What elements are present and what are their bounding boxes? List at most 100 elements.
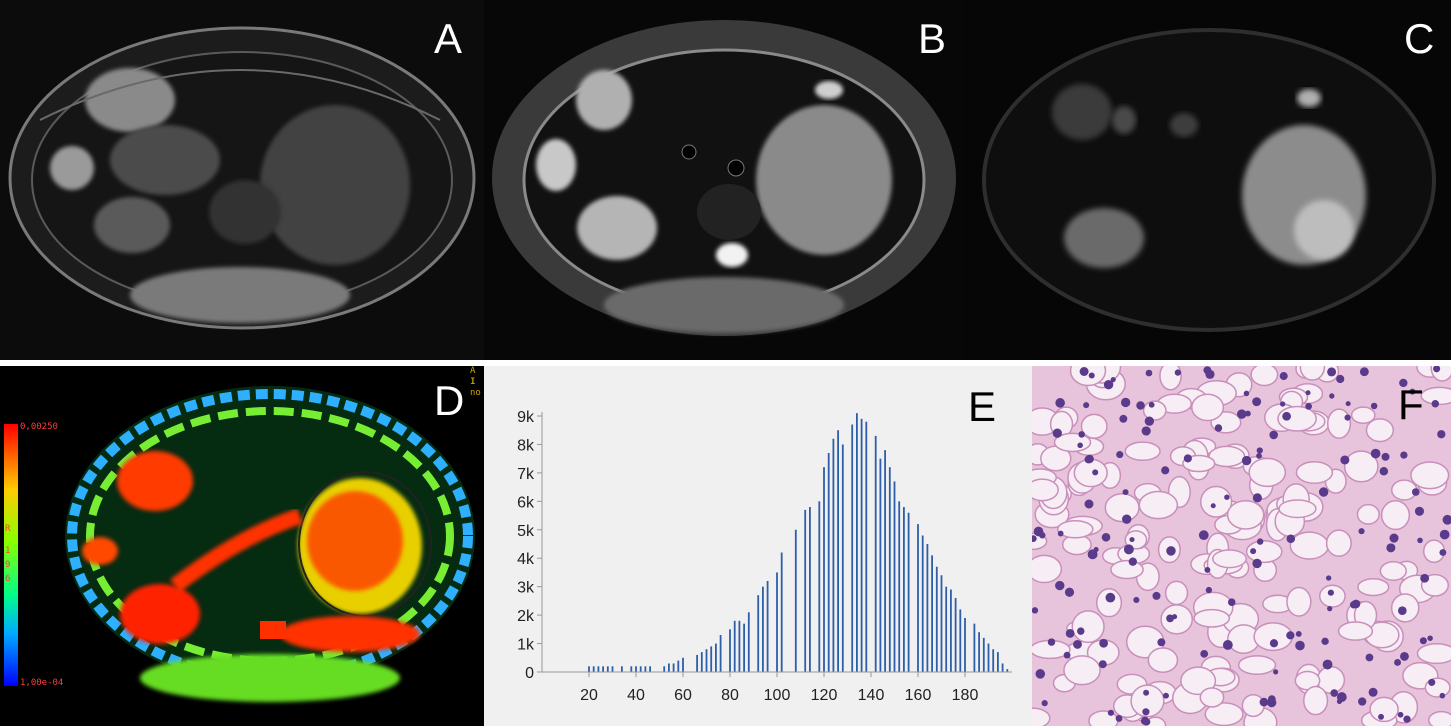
cell-cytoplasm — [1380, 500, 1411, 531]
histogram-bar — [602, 666, 604, 672]
cell-nucleus — [1157, 638, 1166, 647]
panel-label-f: F — [1398, 381, 1424, 428]
cell-nucleus — [1437, 430, 1446, 439]
panel-a-mri-t1: A — [0, 0, 484, 360]
cell-nucleus — [1344, 414, 1351, 421]
cell-nucleus — [1420, 573, 1430, 583]
cell-nucleus — [1244, 410, 1251, 417]
cell-nucleus — [1122, 489, 1129, 496]
cell-cytoplasm — [1245, 540, 1283, 564]
cell-cytoplasm — [1325, 529, 1352, 557]
cell-nucleus — [1116, 451, 1124, 459]
cell-cytoplasm — [1080, 413, 1108, 439]
cell-nucleus — [1398, 606, 1407, 616]
cell-nucleus — [1427, 635, 1433, 641]
cell-nucleus — [1252, 397, 1262, 407]
cell-nucleus — [1411, 488, 1420, 496]
cell-cytoplasm — [1147, 647, 1179, 673]
cell-cytoplasm — [1343, 450, 1379, 483]
cell-nucleus — [1128, 557, 1138, 566]
cell-nucleus — [1327, 589, 1334, 596]
y-tick-label: 5k — [517, 523, 535, 540]
y-tick-label: 7k — [517, 466, 535, 483]
histogram-bar — [804, 509, 807, 672]
histogram-bar — [865, 421, 868, 672]
cell-cytoplasm — [1286, 586, 1312, 617]
histogram-bar — [738, 620, 741, 672]
histogram-bar — [987, 643, 990, 672]
x-tick-label: 160 — [905, 687, 932, 704]
cell-cytoplasm — [1337, 621, 1374, 641]
histogram-bar — [597, 666, 600, 672]
histogram-bar — [907, 512, 910, 672]
cell-nucleus — [1079, 367, 1089, 376]
histogram-bar — [776, 572, 778, 672]
cell-nucleus — [1322, 659, 1333, 670]
histogram-bar — [823, 467, 825, 672]
cell-cytoplasm — [1241, 693, 1265, 718]
cell-nucleus — [1161, 466, 1170, 475]
cell-nucleus — [1409, 388, 1416, 395]
histogram-bar — [700, 652, 703, 672]
cell-nucleus — [1087, 549, 1098, 560]
x-tick-label: 120 — [811, 687, 838, 704]
cell-cytoplasm — [1191, 393, 1225, 422]
cell-cytoplasm — [1318, 584, 1346, 608]
cell-cytoplasm — [1164, 580, 1189, 606]
cell-cytoplasm — [1095, 588, 1123, 618]
cell-nucleus — [1358, 528, 1365, 535]
x-tick-label: 140 — [858, 687, 885, 704]
histogram-bar — [893, 481, 896, 672]
cell-nucleus — [1122, 514, 1132, 524]
cell-nucleus — [1055, 398, 1065, 408]
cell-nucleus — [1358, 697, 1367, 706]
cell-cytoplasm — [1326, 408, 1352, 439]
cell-nucleus — [1120, 397, 1131, 408]
histogram-bar — [635, 666, 637, 672]
x-tick-label: 20 — [580, 687, 598, 704]
cell-cytoplasm — [1199, 687, 1225, 708]
cell-cytoplasm — [1416, 642, 1451, 665]
cell-nucleus — [1110, 376, 1116, 383]
histogram-bar — [903, 507, 905, 672]
panel-label-b: B — [918, 15, 947, 62]
cell-nucleus — [1077, 442, 1083, 449]
histogram-bar — [644, 666, 647, 672]
cell-nucleus — [1282, 411, 1291, 421]
cell-nucleus — [1222, 640, 1233, 650]
cell-nucleus — [1204, 566, 1211, 573]
cell-cytoplasm — [1428, 710, 1451, 726]
histogram-bar — [917, 524, 919, 672]
panel-b-mri-t2: B — [484, 0, 964, 360]
histogram-bar — [672, 663, 675, 672]
histogram-bar — [879, 458, 882, 672]
cell-cytoplasm — [1248, 457, 1287, 488]
histogram-bar — [780, 552, 783, 672]
x-tick-label: 100 — [764, 687, 791, 704]
y-tick-label: 1k — [517, 637, 535, 654]
histogram-bar — [827, 452, 830, 672]
cell-nucleus — [1107, 709, 1115, 716]
cell-nucleus — [1414, 506, 1425, 516]
histogram-bar — [639, 666, 642, 672]
cell-nucleus — [1105, 592, 1116, 603]
cell-nucleus — [1325, 575, 1332, 581]
cell-cytoplasm — [1071, 610, 1105, 644]
histogram-bar — [1006, 669, 1009, 672]
y-tick-label: 0 — [525, 665, 534, 682]
cell-nucleus — [1129, 537, 1135, 543]
histogram-bar — [959, 609, 962, 672]
cell-nucleus — [1032, 607, 1039, 614]
histogram-bar — [860, 418, 863, 672]
cell-nucleus — [1379, 466, 1389, 476]
cell-nucleus — [1243, 390, 1250, 397]
cell-cytoplasm — [1250, 366, 1279, 387]
cell-nucleus — [1141, 426, 1151, 436]
cell-nucleus — [1439, 549, 1447, 556]
cell-nucleus — [1256, 447, 1263, 454]
cell-cytoplasm — [1303, 685, 1329, 716]
cell-nucleus — [1318, 487, 1329, 497]
cell-nucleus — [1252, 558, 1262, 569]
cell-nucleus — [1279, 401, 1286, 407]
cell-nucleus — [1400, 451, 1408, 459]
